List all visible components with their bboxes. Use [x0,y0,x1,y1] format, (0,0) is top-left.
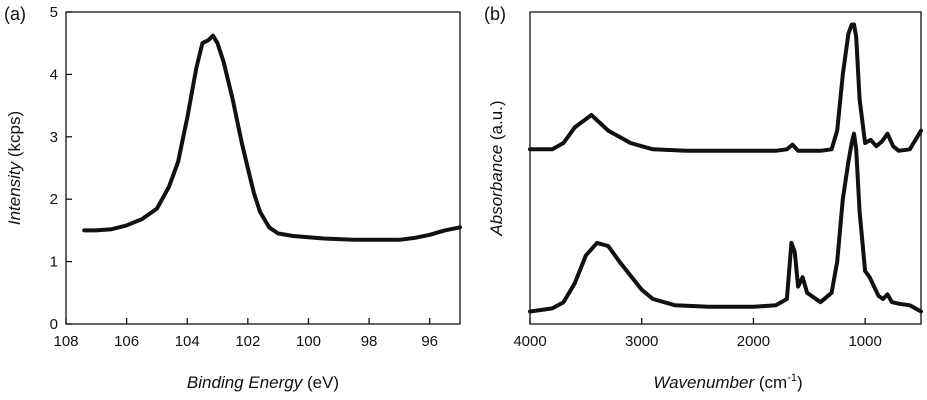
panel-a-x-tick-label: 98 [361,333,378,350]
panel-b-upper-spectrum [528,22,923,153]
panel-a-y-tick-label: 1 [50,254,58,271]
panel-b-label: (b) [484,4,506,24]
panel-a-y-tick-label: 5 [50,4,58,21]
panel-b-x-tick-label: 1000 [848,333,881,350]
panel-b-lower-spectrum [528,131,923,314]
panel-a-x-tick-label: 106 [114,333,139,350]
panel-b-x-tick-label: 2000 [737,333,770,350]
panel-a-y-ticks: 0 1 2 3 4 5 [50,4,72,333]
panel-a-y-axis-title: Intensity (kcps) [5,111,24,225]
panel-b-x-ticks: 4000 3000 2000 1000 [513,318,882,350]
panel-b-frame [529,11,922,325]
panel-a-x-tick-label: 108 [53,333,78,350]
panel-a-y-tick-label: 4 [50,66,58,83]
panel-b-x-tick-label: 4000 [513,333,546,350]
panel-a-x-tick-label: 102 [235,333,260,350]
panel-a-y-tick-label: 3 [50,129,58,146]
panel-a-frame [65,11,461,325]
panel-b-x-axis-title: Wavenumber (cm-1) [653,372,802,392]
panel-a-x-tick-label: 96 [421,333,438,350]
panel-b-y-axis-title: Absorbance (a.u.) [487,100,506,236]
panel-a-xps-curve [82,33,462,242]
panel-a-x-tick-label: 104 [175,333,200,350]
panel-a-x-tick-label: 100 [296,333,321,350]
panel-b: (b) 4000 3000 2000 1000 Wavenumber (cm-1) A… [484,4,923,392]
panel-a-label: (a) [4,4,26,24]
panel-a-x-ticks: 108 106 104 102 100 98 96 [53,318,438,350]
panel-a: (a) 108 106 104 102 100 98 96 0 1 2 3 4 5 Binding E… [4,4,462,392]
panel-a-x-axis-title: Binding Energy (eV) [187,373,339,392]
panel-b-x-tick-label: 3000 [625,333,658,350]
panel-a-y-tick-label: 0 [50,316,58,333]
panel-a-y-tick-label: 2 [50,191,58,208]
